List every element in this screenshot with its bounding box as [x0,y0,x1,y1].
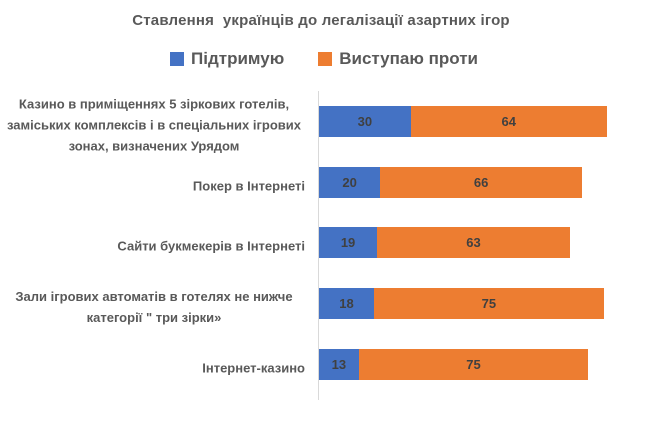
bar-value-label: 66 [473,175,489,190]
category-label-wrap: Інтернет-казино [0,357,305,378]
bar-value-label: 18 [339,296,354,311]
bar-value-label: 75 [481,296,497,311]
category-label: Інтернет-казино [202,360,305,375]
bar-segment-oppose: 75 [374,288,604,319]
legend-swatch-icon [170,52,185,66]
bar-row: 18 75 [319,288,604,319]
legend-label: Виступаю проти [339,49,478,68]
bar-value-label: 64 [501,114,516,129]
category-label-wrap: Сайти букмекерів в Інтернеті [0,235,305,256]
category-label-wrap: Покер в Інтернеті [0,175,305,196]
bar-segment-oppose: 66 [380,167,583,198]
legend-item-support: Підтримую [170,49,284,69]
category-label: Казино в приміщеннях 5 зіркових готелів,… [6,96,301,153]
category-axis-line [318,91,319,400]
bar-segment-support: 13 [319,349,359,380]
bar-segment-support: 20 [319,167,381,198]
bar-row: 20 66 [319,167,583,198]
category-label-wrap: Зали ігрових автоматів в готелях не нижч… [0,286,305,328]
bar-segment-oppose: 64 [410,106,607,137]
bar-segment-oppose: 75 [358,349,589,380]
bar-row: 13 75 [319,349,589,380]
bar-segment-support: 30 [319,106,411,137]
legend: Підтримую Виступаю проти [0,49,648,69]
chart-title: Ставлення українців до легалізації азарт… [132,12,510,29]
bar-segment-oppose: 63 [377,227,570,258]
bar-segment-support: 18 [319,288,375,319]
category-label: Зали ігрових автоматів в готелях не нижч… [15,288,293,325]
bar-row: 30 64 [319,106,607,137]
bar-value-label: 63 [466,235,481,250]
bar-segment-support: 19 [319,227,378,258]
bar-value-label: 30 [357,114,373,129]
bar-value-label: 19 [340,235,356,250]
bar-row: 19 63 [319,227,570,258]
bar-value-label: 13 [331,357,347,372]
bar-value-label: 75 [466,357,481,372]
category-label: Сайти букмекерів в Інтернеті [117,238,305,253]
bar-value-label: 20 [342,175,357,190]
legend-label: Підтримую [191,49,285,68]
legend-swatch-icon [318,52,333,66]
legend-item-oppose: Виступаю проти [318,49,478,69]
category-label-wrap: Казино в приміщеннях 5 зіркових готелів,… [0,93,305,156]
category-label: Покер в Інтернеті [192,178,305,193]
